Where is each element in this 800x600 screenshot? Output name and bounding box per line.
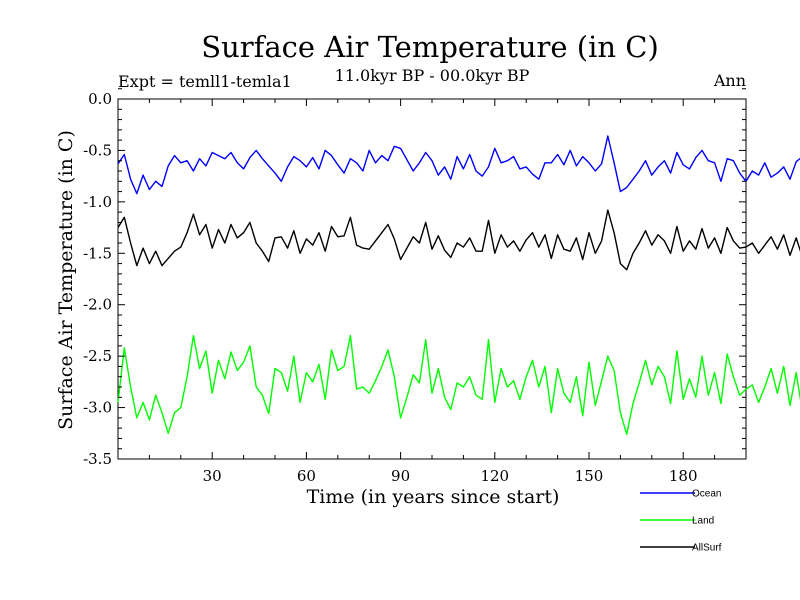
series-line-ocean — [117, 135, 800, 195]
x-tick-label: 120 — [480, 467, 509, 485]
y-tick-label: 0.0 — [88, 90, 112, 108]
y-tick-label: -2.0 — [83, 296, 112, 314]
legend: Ocean Land AllSurf — [640, 489, 722, 554]
y-tick-label: -1.5 — [83, 244, 112, 262]
x-tick-label: 30 — [203, 467, 222, 485]
experiment-label: Expt = temll1-temla1 — [118, 72, 292, 91]
y-tick-label: -1.0 — [83, 193, 112, 211]
y-axis-label: Surface Air Temperature (in C) — [55, 130, 77, 430]
x-tick-label: 180 — [669, 467, 698, 485]
x-tick-label: 150 — [575, 467, 604, 485]
y-tick-label: -0.5 — [83, 141, 112, 159]
series-group — [117, 135, 800, 435]
x-axis-label: Time (in years since start) — [307, 486, 560, 508]
y-tick-label: -3.0 — [83, 399, 112, 417]
chart-title: Surface Air Temperature (in C) — [201, 30, 659, 64]
legend-label-land: Land — [692, 516, 714, 527]
y-tick-label: -3.5 — [83, 450, 112, 468]
series-line-allsurf — [117, 209, 800, 271]
x-tick-label: 90 — [391, 467, 410, 485]
x-tick-label: 60 — [297, 467, 316, 485]
axis-ticks: 0.0 -0.5 -1.0 -1.5 -2.0 -2.5 -3.0 -3.5 30 60 90 120… — [83, 88, 746, 485]
series-line-land — [117, 334, 800, 435]
legend-label-allsurf: AllSurf — [692, 543, 722, 554]
period-label: 11.0kyr BP - 00.0kyr BP — [335, 66, 530, 85]
season-label: Ann — [713, 71, 746, 90]
legend-label-ocean: Ocean — [692, 489, 721, 500]
y-tick-label: -2.5 — [83, 347, 112, 365]
